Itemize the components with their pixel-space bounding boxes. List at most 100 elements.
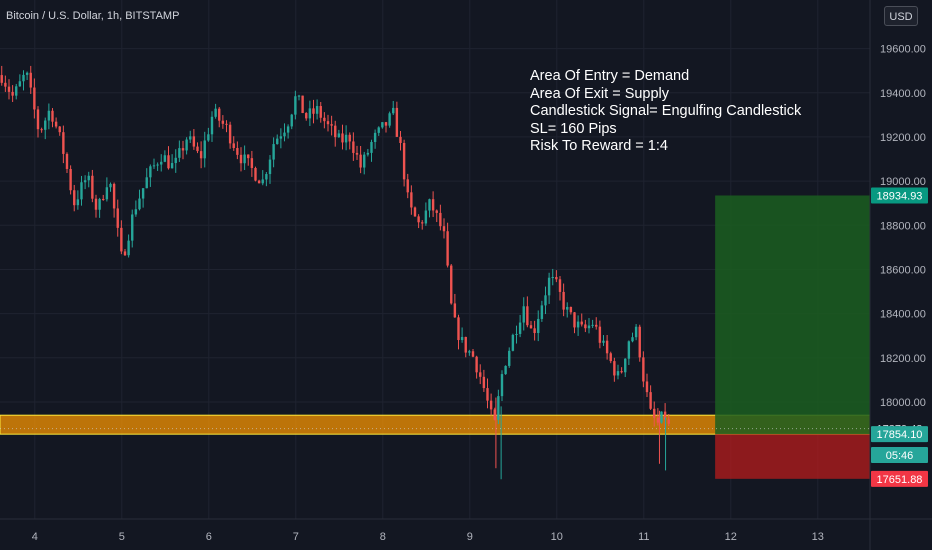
candle <box>11 85 14 102</box>
candle-body <box>446 231 449 266</box>
candle-body <box>163 155 167 162</box>
candle-body <box>22 74 25 82</box>
annotation-line-exit: Area Of Exit = Supply <box>530 85 670 102</box>
candle <box>616 364 620 380</box>
candle <box>7 79 11 100</box>
currency-button[interactable]: USD <box>884 6 918 26</box>
candle <box>91 169 94 203</box>
price-label-text: 17651.88 <box>877 474 923 486</box>
candle-body <box>261 179 264 184</box>
candle-body <box>0 75 3 83</box>
candle-body <box>460 336 464 341</box>
candle <box>47 103 51 130</box>
candle-body <box>109 183 112 188</box>
candle-body <box>355 152 359 155</box>
candle <box>642 351 645 388</box>
candle-body <box>243 154 246 164</box>
candle-body <box>44 120 47 130</box>
candle-body <box>595 324 598 327</box>
candle-body <box>29 72 32 88</box>
candle-body <box>515 333 518 335</box>
candle <box>609 351 612 364</box>
candle <box>402 139 406 187</box>
candle <box>544 286 547 315</box>
candle <box>203 131 206 168</box>
candle <box>123 248 127 256</box>
candle <box>44 117 47 140</box>
candle <box>145 168 148 189</box>
candle <box>377 126 380 136</box>
time-axis-label: 13 <box>812 531 824 543</box>
candle <box>471 349 475 358</box>
candle <box>247 154 250 166</box>
candle <box>312 99 315 124</box>
candle <box>0 65 3 86</box>
candle-body <box>116 208 119 228</box>
price-axis-label: 19000.00 <box>880 176 926 188</box>
candle <box>399 130 402 151</box>
candle-body <box>366 152 370 155</box>
candle <box>207 127 210 142</box>
candle-body <box>76 199 80 206</box>
candle <box>352 132 355 161</box>
candle-body <box>468 351 471 353</box>
candle-body <box>348 134 351 142</box>
candle-body <box>138 198 141 210</box>
candle-body <box>544 295 547 306</box>
candle-body <box>305 113 308 119</box>
candle-body <box>83 180 87 183</box>
candle-body <box>203 140 206 159</box>
candle <box>290 113 293 130</box>
candle <box>276 134 279 145</box>
candle <box>489 393 493 416</box>
candle <box>395 101 399 138</box>
candle-body <box>214 108 217 117</box>
candle <box>279 128 283 149</box>
candle <box>228 121 232 149</box>
candle-body <box>667 419 670 424</box>
chart-annotation: Area Of Entry = Demand Area Of Exit = Su… <box>530 68 801 156</box>
candle-body <box>352 141 355 153</box>
symbol-title[interactable]: Bitcoin / U.S. Dollar, 1h, BITSTAMP <box>6 10 180 22</box>
candle-body <box>421 222 424 224</box>
candle-body <box>94 198 98 210</box>
candle <box>54 117 58 129</box>
time-axis-label: 7 <box>293 531 299 543</box>
candle <box>627 340 631 366</box>
candle-body <box>540 305 544 319</box>
candle-body <box>399 136 402 144</box>
candle-body <box>221 120 225 124</box>
candle-body <box>91 175 94 199</box>
candle-body <box>562 291 565 310</box>
candle-body <box>236 148 239 155</box>
candle <box>15 83 18 100</box>
candle-body <box>627 341 631 359</box>
candle-body <box>388 113 391 126</box>
candle-body <box>591 324 594 326</box>
candle-body <box>551 277 554 279</box>
candle-body <box>268 159 272 175</box>
candle <box>94 194 98 218</box>
candle-body <box>609 353 612 362</box>
candle-body <box>533 328 536 334</box>
candle <box>359 145 362 174</box>
candle <box>667 414 670 427</box>
candle <box>406 173 409 199</box>
candle <box>631 332 634 343</box>
candle-body <box>65 153 69 169</box>
candle <box>558 276 562 301</box>
candle-body <box>196 146 199 152</box>
candle-body <box>254 167 257 181</box>
candle <box>613 357 616 382</box>
candle-body <box>656 417 660 423</box>
candle-body <box>185 139 188 151</box>
candle-body <box>112 183 116 209</box>
candle-body <box>653 408 656 418</box>
candle-body <box>384 122 388 126</box>
candle <box>580 313 583 327</box>
candle-body <box>584 324 587 329</box>
candle <box>76 190 80 210</box>
candle <box>653 401 656 427</box>
candle-body <box>73 190 76 206</box>
